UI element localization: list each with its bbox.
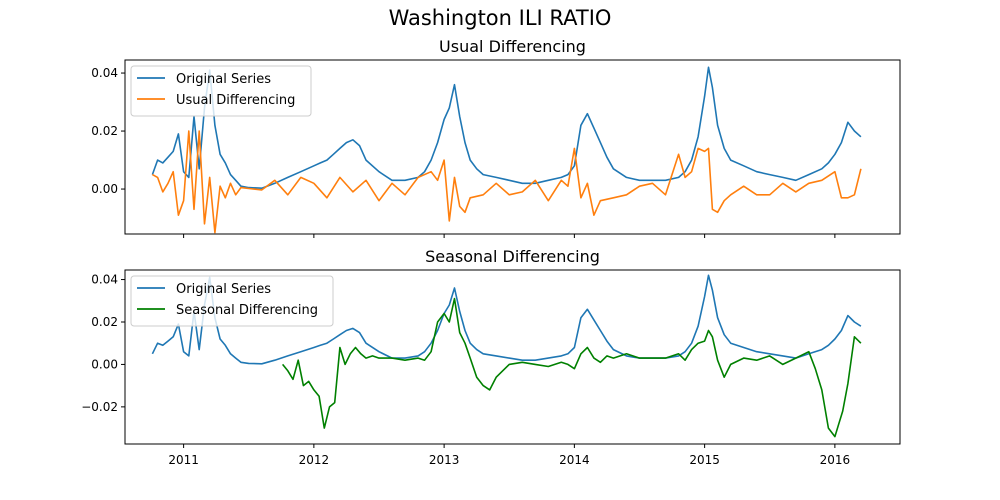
y-tick: 0.04 <box>91 66 125 80</box>
series-line-original-series <box>151 274 862 365</box>
legend-label: Seasonal Differencing <box>176 303 318 318</box>
y-tick: 0.02 <box>91 124 125 138</box>
x-tick: 2011 <box>168 444 199 467</box>
plot-frame <box>124 59 901 235</box>
legend-label: Original Series <box>176 282 271 297</box>
x-tick: 2014 <box>559 444 590 467</box>
y-tick: −0.02 <box>81 400 125 414</box>
legend-label: Original Series <box>176 72 271 87</box>
legend-box <box>130 275 334 327</box>
legend-box <box>130 65 312 117</box>
figure-title: Washington ILI RATIO <box>389 6 612 30</box>
y-tick-label: 0.00 <box>91 357 118 371</box>
y-tick-label: 0.04 <box>91 273 118 287</box>
legend-label: Usual Differencing <box>176 93 295 108</box>
x-tick: 2013 <box>429 444 460 467</box>
series-line-original-series <box>151 66 862 189</box>
y-tick-label: 0.04 <box>91 66 118 80</box>
series-line-seasonal-differencing <box>281 297 862 438</box>
y-tick-label: 0.02 <box>91 315 118 329</box>
subplot-title: Usual Differencing <box>439 37 586 56</box>
x-tick-label: 2013 <box>429 453 460 467</box>
x-tick-label: 2016 <box>820 453 851 467</box>
legend: Original Series Usual Differencing <box>130 65 312 117</box>
x-tick: 2012 <box>299 444 330 467</box>
y-tick: 0.00 <box>91 357 125 371</box>
subplot-title: Seasonal Differencing <box>425 247 600 266</box>
x-tick-label: 2011 <box>168 453 199 467</box>
y-tick: 0.04 <box>91 273 125 287</box>
y-tick: 0.02 <box>91 315 125 329</box>
x-tick-label: 2015 <box>689 453 720 467</box>
x-tick: 2015 <box>689 444 720 467</box>
x-tick: 2016 <box>820 444 851 467</box>
y-tick-label: −0.02 <box>81 400 118 414</box>
x-tick-label: 2012 <box>299 453 330 467</box>
seasonal-differencing-panel: Seasonal Differencing −0.02 0.00 0.02 0.04 20… <box>81 247 901 467</box>
plot-frame <box>124 269 901 445</box>
series-line-usual-differencing <box>152 130 862 234</box>
usual-differencing-panel: Usual Differencing 0.00 0.02 0.04 Original S… <box>91 37 901 238</box>
x-tick-label: 2014 <box>559 453 590 467</box>
y-tick: 0.00 <box>91 182 125 196</box>
legend: Original Series Seasonal Differencing <box>130 275 334 327</box>
y-tick-label: 0.02 <box>91 124 118 138</box>
y-tick-label: 0.00 <box>91 182 118 196</box>
